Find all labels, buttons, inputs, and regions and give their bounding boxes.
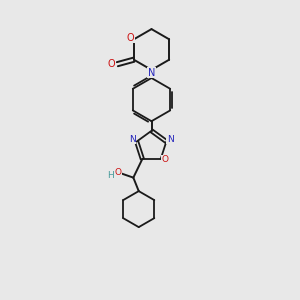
Text: N: N	[148, 68, 155, 78]
Text: H: H	[107, 171, 114, 180]
Text: O: O	[107, 59, 115, 69]
Text: O: O	[126, 33, 134, 43]
Text: N: N	[167, 135, 174, 144]
Text: O: O	[162, 155, 169, 164]
Text: O: O	[114, 168, 121, 177]
Text: N: N	[129, 135, 136, 144]
